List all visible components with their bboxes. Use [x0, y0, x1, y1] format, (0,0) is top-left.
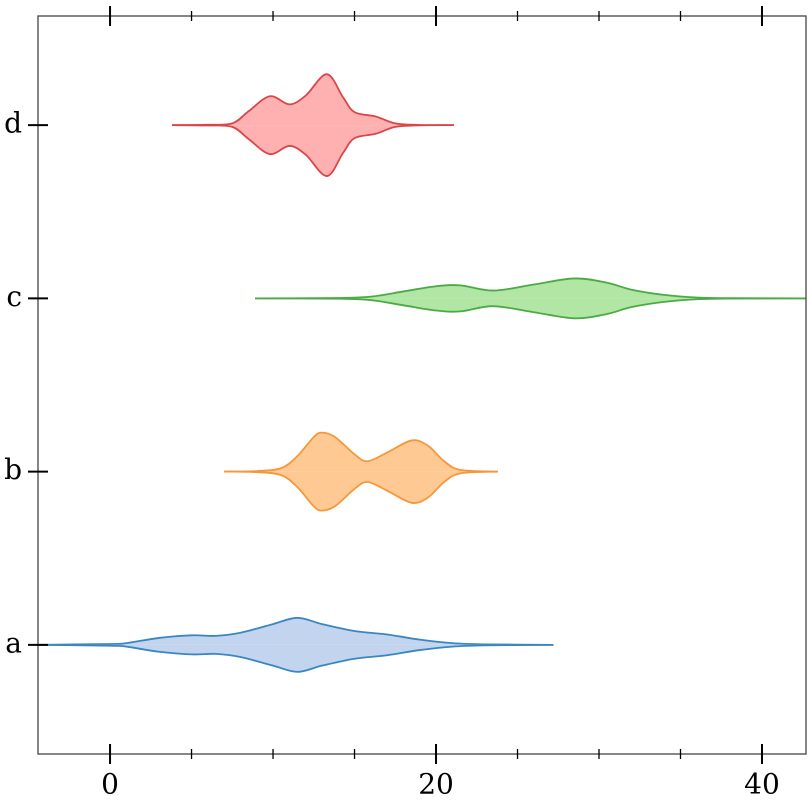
violin-half: [224, 432, 498, 472]
y-tick-label: b: [4, 453, 22, 486]
violin-outline: [171, 124, 454, 177]
y-tick-label: a: [5, 626, 22, 659]
violin-outline: [38, 616, 554, 646]
violin-half: [38, 617, 554, 645]
y-tick-label: d: [4, 107, 22, 140]
violin-outline: [224, 431, 498, 473]
x-tick-label: 40: [744, 768, 780, 801]
violin-outline: [224, 470, 498, 512]
violin-half: [255, 278, 806, 299]
violin-half: [171, 74, 454, 126]
violin-outline: [255, 297, 806, 320]
violin-half: [255, 298, 806, 319]
plot-area: [38, 73, 806, 673]
violin-outline: [255, 277, 806, 300]
x-tick-label: 0: [101, 768, 119, 801]
x-tick-label: 20: [418, 768, 454, 801]
violin-outline: [171, 73, 454, 127]
violin-half: [224, 471, 498, 511]
violin-half: [171, 125, 454, 177]
violin-outline: [38, 643, 554, 673]
y-tick-label: c: [6, 280, 22, 313]
frame: [37, 15, 807, 755]
violin-half: [38, 644, 554, 672]
